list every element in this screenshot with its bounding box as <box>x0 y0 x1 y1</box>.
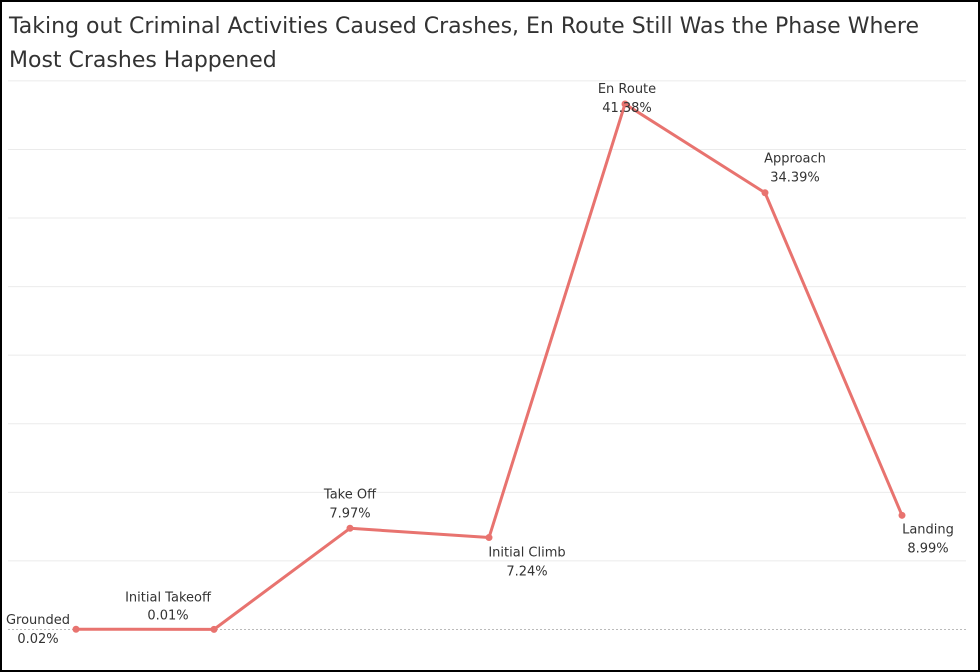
gridlines <box>8 80 966 630</box>
data-point <box>485 534 493 542</box>
category-label: En Route <box>598 82 656 97</box>
value-label: 41.38% <box>602 101 652 116</box>
data-point <box>72 625 80 633</box>
category-label: Take Off <box>323 487 377 502</box>
value-label: 8.99% <box>907 541 948 556</box>
value-label: 7.24% <box>506 565 547 580</box>
data-point <box>761 189 769 197</box>
data-labels: Grounded 0.02% Initial Takeoff 0.01% Take Of… <box>6 82 954 647</box>
category-label: Initial Climb <box>488 546 565 561</box>
data-point <box>210 625 218 633</box>
value-label: 0.01% <box>147 608 188 623</box>
data-point <box>346 524 354 532</box>
category-label: Approach <box>764 152 826 167</box>
category-label: Initial Takeoff <box>125 590 212 605</box>
value-label: 34.39% <box>770 171 820 186</box>
data-points <box>72 100 906 633</box>
chart-title: Taking out Criminal Activities Caused Cr… <box>9 14 920 73</box>
data-point <box>898 511 906 519</box>
data-point <box>621 100 629 108</box>
value-label: 7.97% <box>329 506 370 521</box>
value-label: 0.02% <box>17 632 58 647</box>
category-label: Landing <box>902 522 954 537</box>
category-label: Grounded <box>6 613 70 628</box>
